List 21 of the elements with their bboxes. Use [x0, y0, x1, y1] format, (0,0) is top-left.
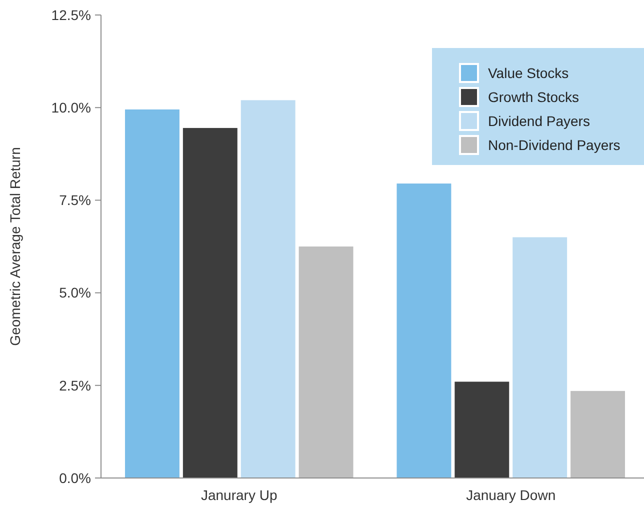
bar	[298, 246, 354, 478]
legend-label: Value Stocks	[488, 64, 569, 81]
y-tick-label: 5.0%	[59, 284, 91, 301]
bar	[182, 128, 238, 478]
bar	[125, 109, 180, 478]
y-tick-label: 0.0%	[59, 470, 91, 486]
x-tick-label: Janurary Up	[201, 487, 278, 503]
y-tick-label: 10.0%	[51, 100, 91, 116]
legend-label: Growth Stocks	[488, 88, 580, 105]
bar	[454, 382, 510, 478]
y-tick-label: 2.5%	[59, 377, 91, 394]
bar	[396, 184, 452, 478]
bar	[240, 100, 296, 478]
bar	[512, 237, 568, 478]
x-tick-label: January Down	[466, 487, 556, 503]
y-axis-title: Geometric Average Total Return	[7, 147, 23, 346]
y-tick-label: 12.5%	[51, 6, 91, 23]
bar	[570, 390, 625, 478]
y-tick-label: 7.5%	[59, 192, 91, 208]
legend-label: Non-Dividend Payers	[488, 136, 620, 153]
legend-label: Dividend Payers	[488, 112, 590, 129]
